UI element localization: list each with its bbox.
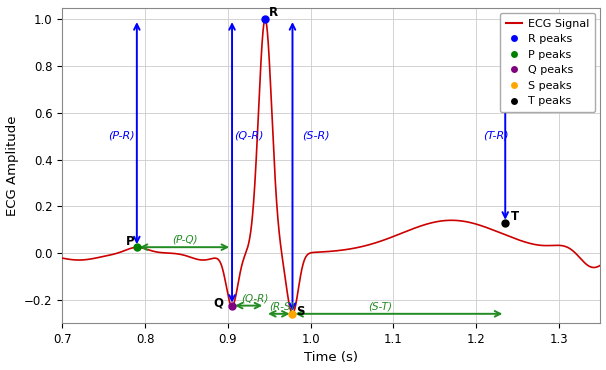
Point: [227, 303, 237, 309]
Text: P: P: [126, 235, 135, 248]
Text: (S-R): (S-R): [302, 131, 330, 141]
Text: S: S: [296, 305, 304, 318]
Y-axis label: ECG Amplitude: ECG Amplitude: [5, 115, 19, 216]
Point: [132, 244, 142, 250]
Text: T: T: [511, 210, 519, 223]
Text: (T-R): (T-R): [483, 131, 508, 141]
Text: Q: Q: [213, 297, 223, 310]
Text: (Q-R): (Q-R): [235, 131, 264, 141]
Text: (P-R): (P-R): [108, 131, 135, 141]
Point: [501, 220, 510, 226]
Point: [261, 16, 270, 22]
Text: (R-S): (R-S): [269, 302, 295, 312]
Text: (S-T): (S-T): [368, 302, 393, 312]
Text: (Q-R): (Q-R): [241, 293, 268, 303]
Legend: ECG Signal, R peaks, P peaks, Q peaks, S peaks, T peaks: ECG Signal, R peaks, P peaks, Q peaks, S…: [500, 13, 595, 112]
X-axis label: Time (s): Time (s): [304, 352, 358, 364]
Text: R: R: [268, 6, 278, 19]
Point: [288, 311, 298, 317]
Text: (P-Q): (P-Q): [173, 235, 198, 245]
